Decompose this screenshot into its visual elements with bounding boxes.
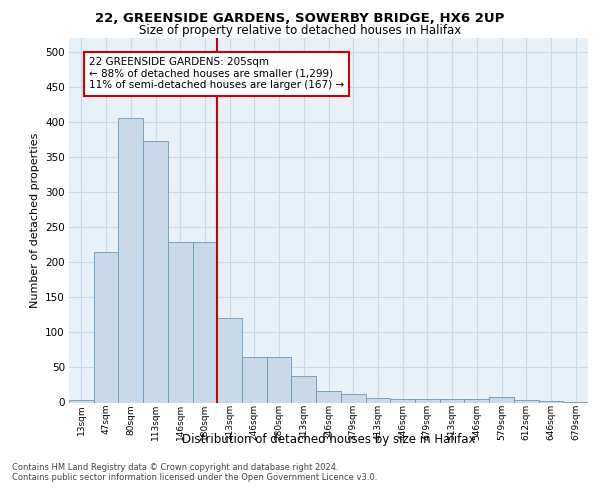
Bar bbox=[242, 357, 267, 403]
Bar bbox=[143, 142, 168, 402]
Y-axis label: Number of detached properties: Number of detached properties bbox=[29, 132, 40, 308]
Bar bbox=[341, 394, 365, 402]
Text: 22 GREENSIDE GARDENS: 205sqm
← 88% of detached houses are smaller (1,299)
11% of: 22 GREENSIDE GARDENS: 205sqm ← 88% of de… bbox=[89, 57, 344, 90]
Bar bbox=[539, 401, 563, 402]
Text: Size of property relative to detached houses in Halifax: Size of property relative to detached ho… bbox=[139, 24, 461, 37]
Bar bbox=[316, 390, 341, 402]
Text: Contains HM Land Registry data © Crown copyright and database right 2024.: Contains HM Land Registry data © Crown c… bbox=[12, 462, 338, 471]
Bar bbox=[390, 399, 415, 402]
Bar bbox=[69, 400, 94, 402]
Text: Distribution of detached houses by size in Halifax: Distribution of detached houses by size … bbox=[182, 432, 476, 446]
Bar bbox=[489, 397, 514, 402]
Bar bbox=[514, 400, 539, 402]
Bar bbox=[193, 242, 217, 402]
Bar bbox=[217, 318, 242, 402]
Bar bbox=[168, 242, 193, 402]
Text: 22, GREENSIDE GARDENS, SOWERBY BRIDGE, HX6 2UP: 22, GREENSIDE GARDENS, SOWERBY BRIDGE, H… bbox=[95, 12, 505, 26]
Bar bbox=[464, 399, 489, 402]
Bar bbox=[94, 252, 118, 402]
Bar bbox=[365, 398, 390, 402]
Bar bbox=[118, 118, 143, 403]
Text: Contains public sector information licensed under the Open Government Licence v3: Contains public sector information licen… bbox=[12, 472, 377, 482]
Bar bbox=[267, 357, 292, 403]
Bar bbox=[415, 399, 440, 402]
Bar bbox=[292, 376, 316, 402]
Bar bbox=[440, 399, 464, 402]
